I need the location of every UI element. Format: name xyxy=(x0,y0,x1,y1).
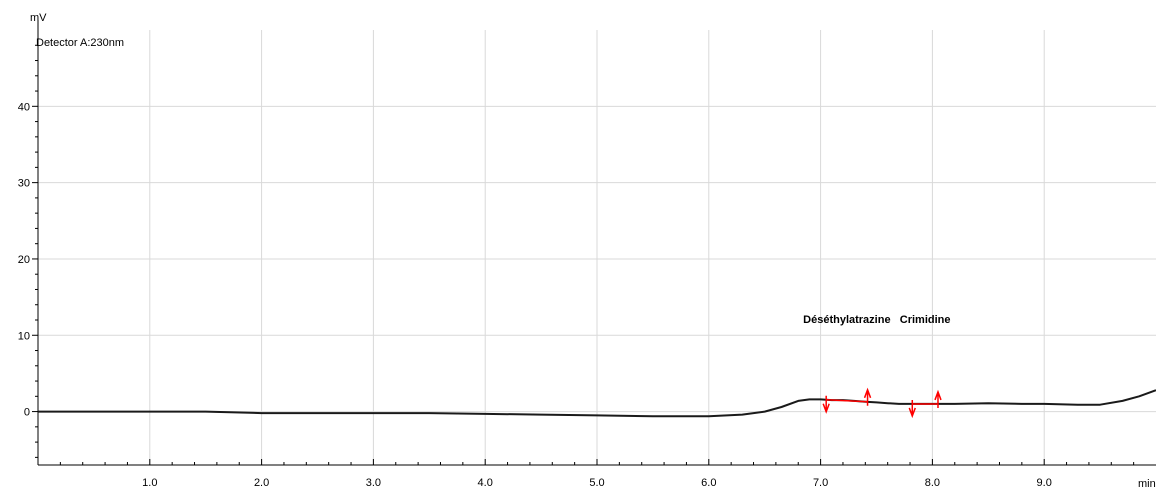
y-tick-label: 0 xyxy=(24,407,30,419)
x-tick-label: 2.0 xyxy=(254,477,269,489)
peak-end-marker xyxy=(934,389,942,408)
peak-baseline xyxy=(826,399,868,403)
x-tick-label: 3.0 xyxy=(366,477,381,489)
peak-markers-layer: Déséthylatrazine Crimidine xyxy=(803,314,951,419)
y-unit-label: mV xyxy=(30,12,47,24)
peak-end-marker xyxy=(863,387,872,406)
peak-start-marker xyxy=(822,395,830,414)
detector-label: Detector A:230nm xyxy=(36,37,124,49)
grid-layer xyxy=(38,30,1156,465)
x-tick-label: 6.0 xyxy=(701,477,716,489)
peak-start-marker xyxy=(908,399,916,419)
y-tick-label: 20 xyxy=(18,254,30,266)
y-tick-label: 40 xyxy=(18,101,30,113)
x-tick-label: 8.0 xyxy=(925,477,940,489)
axis-layer: 1.0 2.0 3.0 4.0 5.0 6.0 7.0 8.0 9.0 0 10 20 30 40 xyxy=(18,20,1156,489)
x-tick-label: 9.0 xyxy=(1037,477,1052,489)
y-tick-label: 10 xyxy=(18,330,30,342)
x-tick-label: 4.0 xyxy=(478,477,493,489)
peak-label: Crimidine xyxy=(900,314,951,326)
peak-label: Déséthylatrazine xyxy=(803,314,890,326)
y-tick-label: 30 xyxy=(18,178,30,190)
x-tick-label: 5.0 xyxy=(589,477,604,489)
x-unit-label: min xyxy=(1138,478,1156,490)
x-tick-label: 1.0 xyxy=(142,477,157,489)
x-tick-label: 7.0 xyxy=(813,477,828,489)
